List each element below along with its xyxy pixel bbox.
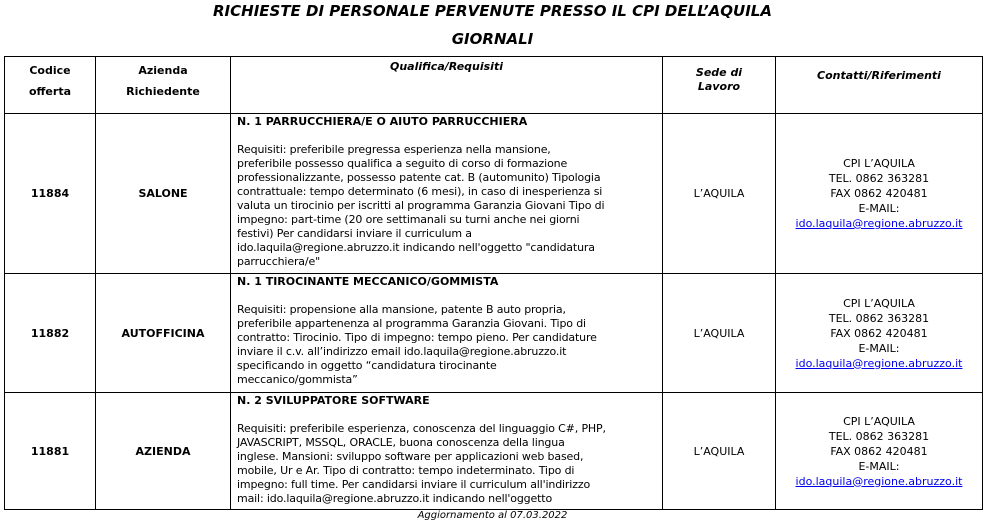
- requisiti-line: preferibile possesso qualifica a seguito…: [237, 157, 568, 170]
- header-azienda: Azienda Richiedente: [95, 56, 231, 114]
- qualifica-requisiti: N. 1 PARRUCCHIERA/E O AIUTO PARRUCCHIERA…: [230, 113, 663, 274]
- requisiti-line: professionalizzante, possesso patente ca…: [237, 171, 601, 184]
- document-title: RICHIESTE DI PERSONALE PERVENUTE PRESSO …: [213, 2, 772, 20]
- header-codice: Codice offerta: [4, 56, 96, 114]
- contatti-tel: TEL. 0862 363281: [828, 172, 930, 185]
- codice-offerta: 11881: [4, 392, 96, 510]
- azienda-richiedente: SALONE: [95, 113, 231, 274]
- header-sede: Sede di Lavoro: [662, 56, 776, 114]
- contatti-email-label: E-MAIL:: [858, 202, 900, 215]
- requisiti-line: JAVASCRIPT, MSSQL, ORACLE, buona conosce…: [237, 436, 565, 449]
- table-row: 11882 AUTOFFICINA N. 1 TIROCINANTE MECCA…: [4, 273, 983, 393]
- contatti-cpi: CPI L’AQUILA: [843, 414, 915, 428]
- contatti-email-label: E-MAIL:: [858, 459, 900, 473]
- qualifica-requisiti: N. 2 SVILUPPATORE SOFTWARE Requisiti: pre…: [230, 392, 663, 510]
- contatti-fax: FAX 0862 420481: [830, 444, 928, 458]
- email-link[interactable]: ido.laquila@regione.abruzzo.it: [795, 217, 963, 230]
- email-link[interactable]: ido.laquila@regione.abruzzo.it: [795, 474, 963, 488]
- requisiti-line: mobile, Ur e Ar. Tipo di contratto: temp…: [237, 464, 575, 477]
- header-sede-line1: Sede di: [695, 66, 743, 79]
- contatti-fax: FAX 0862 420481: [830, 326, 928, 340]
- contatti: CPI L’AQUILA TEL. 0862 363281 FAX 0862 4…: [775, 113, 983, 274]
- sede-lavoro: L’AQUILA: [662, 113, 776, 274]
- header-azienda-line2: Richiedente: [126, 85, 200, 98]
- header-qualifica: Qualifica/Requisiti: [230, 56, 663, 114]
- requisiti-line: meccanico/gommista”: [237, 373, 358, 386]
- requisiti-line: ido.laquila@regione.abruzzo.it indicando…: [237, 241, 595, 254]
- sede-lavoro: L’AQUILA: [662, 392, 776, 510]
- header-azienda-line1: Azienda: [138, 64, 188, 77]
- contatti-tel: TEL. 0862 363281: [828, 429, 930, 443]
- header-contatti: Contatti/Riferimenti: [775, 56, 983, 114]
- table-row: 11881 AZIENDA N. 2 SVILUPPATORE SOFTWARE…: [4, 392, 983, 510]
- header-codice-line1: Codice: [29, 64, 71, 77]
- sede-lavoro: L’AQUILA: [662, 273, 776, 393]
- qualifica-title: N. 1 PARRUCCHIERA/E O AIUTO PARRUCCHIERA: [237, 115, 528, 128]
- requisiti-line: valuta un tirocinio per iscritti al prog…: [237, 199, 605, 212]
- contatti-tel: TEL. 0862 363281: [828, 311, 930, 325]
- contatti-cpi: CPI L’AQUILA: [843, 157, 915, 170]
- qualifica-title: N. 2 SVILUPPATORE SOFTWARE: [237, 394, 430, 407]
- requisiti-line: preferibile appartenenza al programma Ga…: [237, 317, 586, 330]
- requisiti-line: specificando in oggetto “candidatura tir…: [237, 359, 497, 372]
- requisiti-line: festivi) Per candidarsi inviare il curri…: [237, 227, 472, 240]
- requisiti-line: mail: ido.laquila@regione.abruzzo.it ind…: [237, 492, 553, 505]
- requisiti-line: inviare il c.v. all’indirizzo email ido.…: [237, 345, 567, 358]
- contatti: CPI L’AQUILA TEL. 0862 363281 FAX 0862 4…: [775, 392, 983, 510]
- requisiti-line: Requisiti: preferibile esperienza, conos…: [237, 422, 606, 435]
- requisiti-line: inglese. Mansioni: sviluppo software per…: [237, 450, 584, 463]
- job-offers-table: Codice offerta Azienda Richiedente Qualifi…: [4, 56, 983, 510]
- header-sede-line2: Lavoro: [697, 80, 741, 93]
- requisiti-line: Requisiti: propensione alla mansione, pa…: [237, 303, 566, 316]
- requisiti-line: parrucchiera/e": [237, 255, 320, 268]
- update-date: Aggiornamento al 07.03.2022: [417, 510, 568, 521]
- azienda-richiedente: AZIENDA: [95, 392, 231, 510]
- document-subtitle: GIORNALI: [451, 30, 534, 48]
- contatti-fax: FAX 0862 420481: [830, 187, 928, 200]
- qualifica-title: N. 1 TIROCINANTE MECCANICO/GOMMISTA: [237, 275, 499, 288]
- codice-offerta: 11884: [4, 113, 96, 274]
- azienda-richiedente: AUTOFFICINA: [95, 273, 231, 393]
- contatti-email-label: E-MAIL:: [858, 341, 900, 355]
- requisiti-line: impegno: full time. Per candidarsi invia…: [237, 478, 591, 491]
- contatti-cpi: CPI L’AQUILA: [843, 296, 915, 310]
- email-link[interactable]: ido.laquila@regione.abruzzo.it: [795, 356, 963, 370]
- requisiti-line: impegno: part-time (20 ore settimanali s…: [237, 213, 580, 226]
- requisiti-line: contratto: Tirocinio. Tipo di impegno: t…: [237, 331, 597, 344]
- qualifica-requisiti: N. 1 TIROCINANTE MECCANICO/GOMMISTA Requi…: [230, 273, 663, 393]
- header-codice-line2: offerta: [28, 85, 72, 98]
- codice-offerta: 11882: [4, 273, 96, 393]
- requisiti-line: Requisiti: preferibile pregressa esperie…: [237, 143, 551, 156]
- contatti: CPI L’AQUILA TEL. 0862 363281 FAX 0862 4…: [775, 273, 983, 393]
- table-header-row: Codice offerta Azienda Richiedente Qualifi…: [4, 56, 983, 114]
- requisiti-line: contrattuale: tempo determinato (6 mesi)…: [237, 185, 603, 198]
- table-row: 11884 SALONE N. 1 PARRUCCHIERA/E O AIUTO…: [4, 113, 983, 274]
